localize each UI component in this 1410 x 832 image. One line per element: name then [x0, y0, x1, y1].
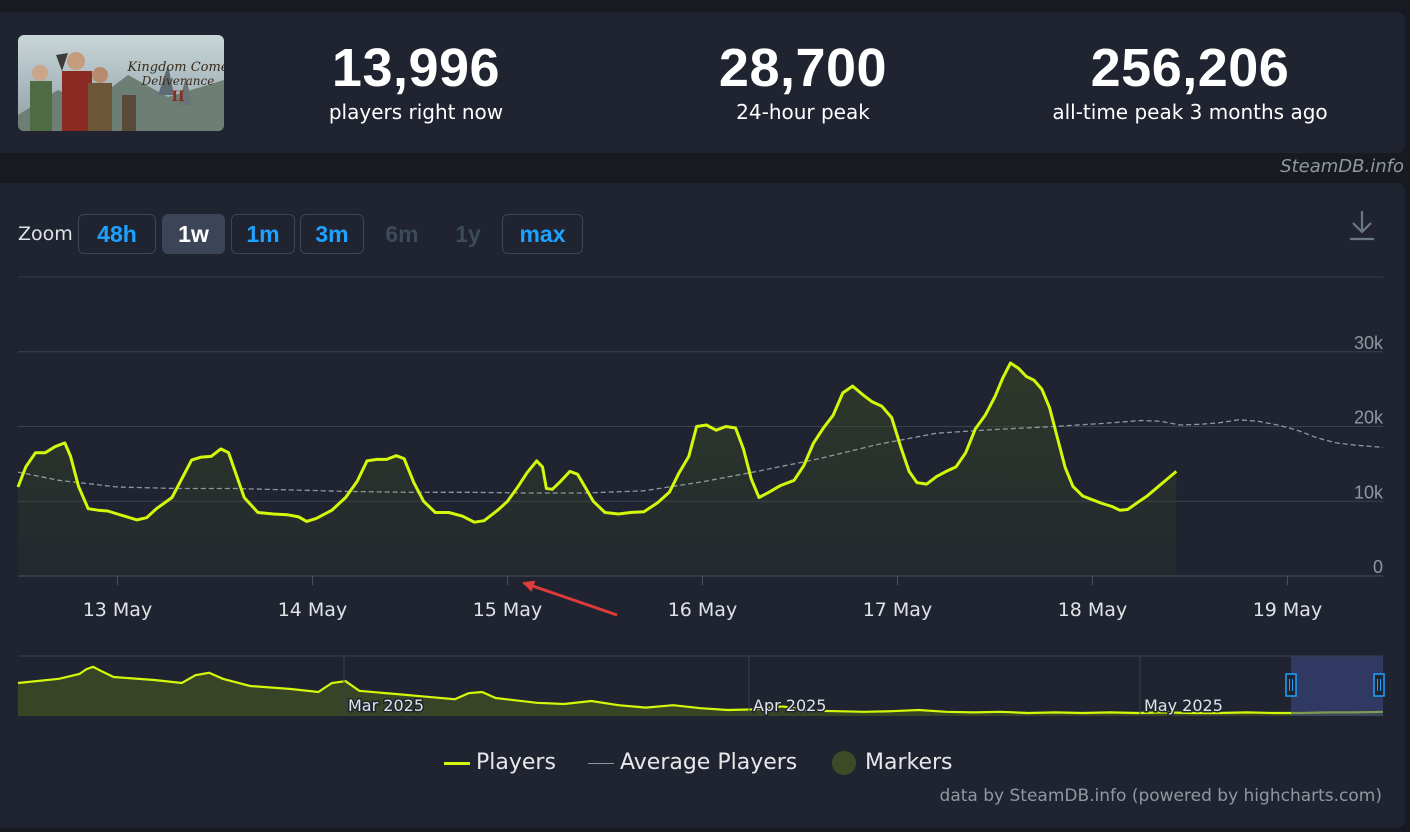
current-players-stat: 13,996 players right now	[266, 38, 566, 124]
x-tick-label: 13 May	[83, 599, 153, 621]
game-logo-text-line1: Kingdom Come	[127, 60, 224, 75]
y-tick-label: 20k	[1354, 408, 1384, 428]
x-tick-label: 15 May	[473, 599, 543, 621]
legend-markers-swatch	[832, 751, 856, 775]
legend-players-label: Players	[476, 750, 556, 775]
navigator-right-handle[interactable]	[1373, 673, 1385, 697]
zoom-1m-button[interactable]: 1m	[231, 214, 295, 254]
game-thumbnail[interactable]: Kingdom Come Deliverance II	[18, 35, 224, 131]
navigator-selection[interactable]	[1291, 656, 1383, 716]
all-time-peak-label: all-time peak 3 months ago	[1052, 100, 1328, 124]
y-tick-label: 10k	[1354, 482, 1384, 502]
highcharts-credit[interactable]: data by SteamDB.info (powered by highcha…	[939, 786, 1382, 806]
players-area	[18, 363, 1177, 576]
annotation-arrow	[522, 580, 618, 617]
peak-24h-label: 24-hour peak	[736, 100, 870, 124]
zoom-6m-button: 6m	[385, 221, 419, 247]
legend-average-label: Average Players	[620, 750, 798, 775]
game-logo-numeral: II	[171, 89, 184, 105]
zoom-3m-button[interactable]: 3m	[300, 214, 364, 254]
navigator-label: Mar 2025	[348, 696, 424, 715]
x-tick-label: 14 May	[278, 599, 348, 621]
current-players-value: 13,996	[331, 38, 501, 98]
zoom-1y-button: 1y	[455, 221, 481, 247]
y-tick-label: 0	[1373, 557, 1383, 577]
zoom-label: Zoom	[18, 223, 73, 245]
zoom-1w-button[interactable]: 1w	[162, 214, 225, 254]
x-tick-label: 18 May	[1058, 599, 1128, 621]
chart-legend: Players Average Players Markers	[0, 746, 1405, 780]
player-chart[interactable]: 0 10k 20k 30k 13 May 14 May 15 May 16 May 17 May…	[0, 183, 1405, 828]
peak-24h-value: 28,700	[718, 38, 888, 98]
current-players-label: players right now	[328, 100, 504, 124]
chart-panel: 0 10k 20k 30k 13 May 14 May 15 May 16 May 17 May…	[0, 183, 1405, 828]
zoom-48h-button[interactable]: 48h	[78, 214, 156, 254]
steamdb-credit[interactable]: SteamDB.info	[1280, 156, 1404, 177]
legend-players-swatch	[444, 762, 470, 765]
all-time-peak-value: 256,206	[1090, 38, 1290, 98]
game-logo-text-line2: Deliverance	[141, 74, 215, 88]
stats-panel: Kingdom Come Deliverance II 13,996 playe…	[0, 12, 1405, 153]
navigator-area	[18, 666, 1383, 716]
navigator-label: May 2025	[1144, 696, 1223, 715]
x-tick-label: 19 May	[1253, 599, 1323, 621]
navigator-left-handle[interactable]	[1285, 673, 1297, 697]
navigator-label: Apr 2025	[753, 696, 826, 715]
game-artwork-image: Kingdom Come Deliverance II	[18, 35, 224, 131]
peak-24h-stat: 28,700 24-hour peak	[653, 38, 953, 124]
x-tick-label: 17 May	[863, 599, 933, 621]
all-time-peak-stat: 256,206 all-time peak 3 months ago	[1010, 38, 1370, 124]
navigator-line	[17, 665, 1384, 715]
legend-average-swatch	[588, 763, 614, 764]
download-icon[interactable]	[1348, 209, 1376, 241]
legend-markers-label: Markers	[865, 750, 953, 775]
zoom-max-button[interactable]: max	[502, 214, 583, 254]
x-tick-label: 16 May	[668, 599, 738, 621]
y-tick-label: 30k	[1354, 333, 1384, 353]
players-line[interactable]	[16, 361, 1178, 524]
